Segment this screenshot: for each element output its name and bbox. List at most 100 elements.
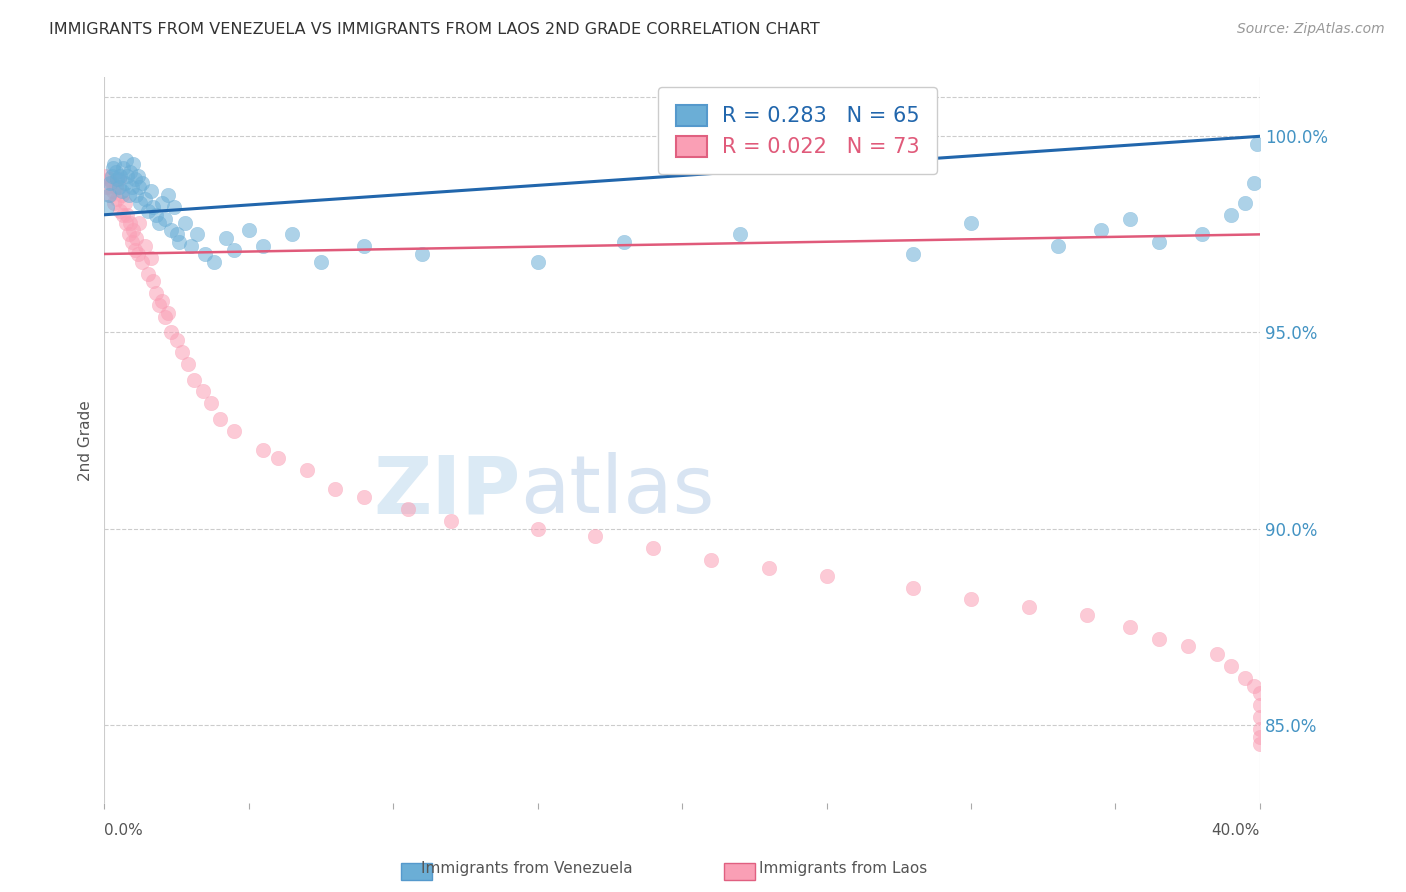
Point [960,216,983,230]
Point [127,169,149,183]
Point [700,553,723,567]
Point [1018,600,1040,615]
Point [112,208,135,222]
Text: Source: ZipAtlas.com: Source: ZipAtlas.com [1237,22,1385,37]
Point [815,568,838,582]
Point [183,373,205,387]
Point [309,255,332,269]
Point [1234,196,1257,211]
Point [353,490,375,504]
Point [224,424,246,438]
Point [960,592,983,607]
Point [120,164,142,178]
Point [121,180,143,194]
Point [1119,620,1142,634]
Text: Immigrants from Venezuela: Immigrants from Venezuela [422,862,633,876]
Point [1220,659,1243,673]
Text: IMMIGRANTS FROM VENEZUELA VS IMMIGRANTS FROM LAOS 2ND GRADE CORRELATION CHART: IMMIGRANTS FROM VENEZUELA VS IMMIGRANTS … [49,22,820,37]
Point [1249,730,1271,744]
Point [97,172,120,186]
Point [1046,239,1069,253]
Point [118,188,141,202]
Point [166,227,188,242]
Point [1249,698,1271,713]
Point [110,169,132,183]
Point [131,177,153,191]
Point [115,216,138,230]
Point [96,200,118,214]
Point [1076,607,1098,622]
Point [1243,679,1265,693]
Point [169,235,191,250]
Point [1147,235,1170,250]
Point [136,203,159,218]
Point [728,227,751,242]
Point [142,275,165,289]
Point [150,196,173,211]
Point [174,216,197,230]
Point [108,180,131,194]
Point [104,180,127,194]
Point [166,334,188,348]
Point [194,247,217,261]
Point [1191,227,1213,242]
Point [96,180,118,194]
Point [1234,671,1257,685]
Point [1119,211,1142,226]
Point [97,188,120,202]
Point [131,255,153,269]
Point [125,231,148,245]
Point [118,227,141,242]
Point [1205,647,1227,661]
Point [267,450,290,465]
Point [153,310,176,324]
Text: 40.0%: 40.0% [1212,823,1260,838]
Point [105,192,128,206]
Point [903,247,925,261]
Point [281,227,304,242]
Point [903,581,925,595]
Point [111,188,134,202]
Point [1147,632,1170,646]
Point [159,223,181,237]
Point [105,172,128,186]
Text: atlas: atlas [520,452,714,530]
Point [94,169,117,183]
Point [295,463,318,477]
Point [110,203,132,218]
Point [153,211,176,226]
Point [411,247,433,261]
Point [163,200,186,214]
Point [758,561,780,575]
Point [134,239,156,253]
Point [1177,640,1199,654]
Point [121,235,143,250]
Point [112,161,135,175]
Point [1243,177,1265,191]
Point [122,223,145,237]
Point [108,172,131,186]
Legend: R = 0.283   N = 65, R = 0.022   N = 73: R = 0.283 N = 65, R = 0.022 N = 73 [658,87,938,174]
Point [1249,710,1271,724]
Point [1249,686,1271,700]
Point [252,443,274,458]
Point [139,184,162,198]
Point [177,357,200,371]
Text: 0.0%: 0.0% [104,823,143,838]
Point [124,172,146,186]
Point [526,522,548,536]
Point [156,306,179,320]
Point [208,411,231,425]
Point [172,345,194,359]
Point [148,298,170,312]
Point [136,267,159,281]
Point [159,326,181,340]
Point [117,208,139,222]
Text: ZIP: ZIP [373,452,520,530]
Point [103,157,125,171]
Point [1249,722,1271,736]
Point [643,541,665,556]
Point [122,157,145,171]
Point [200,396,222,410]
Point [101,161,124,175]
